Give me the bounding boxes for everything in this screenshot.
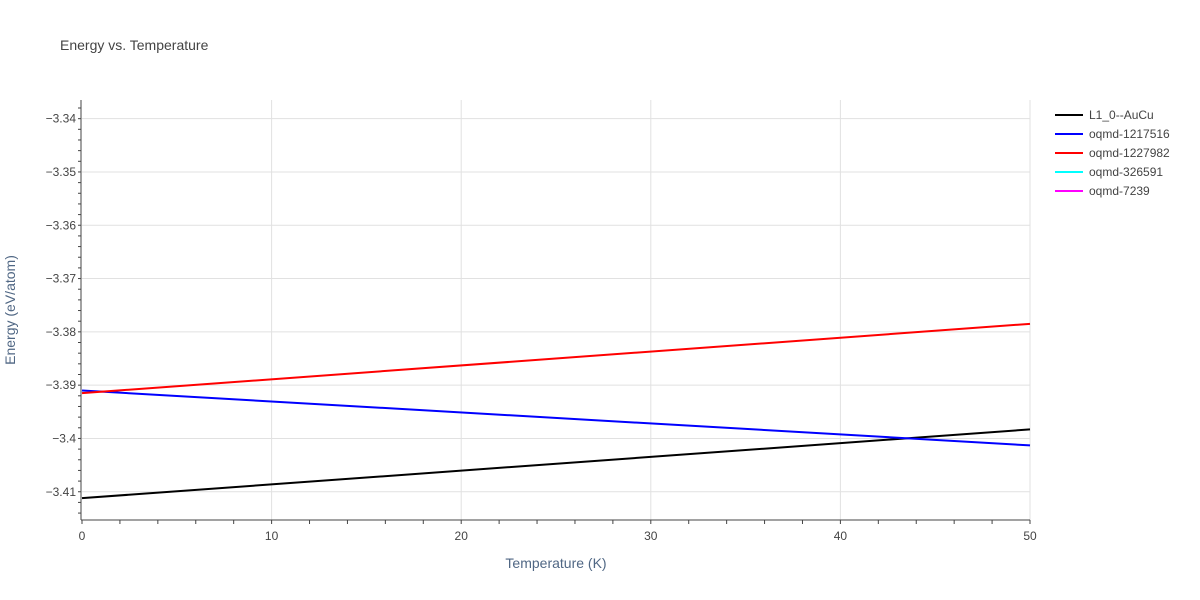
y-tick-label: −3.35 [46, 165, 77, 179]
legend[interactable]: L1_0--AuCu oqmd-1217516 oqmd-1227982 oqmd-3… [1055, 108, 1170, 198]
series-line [81, 428, 1031, 500]
legend-item[interactable]: oqmd-1217516 [1055, 127, 1170, 141]
y-tick-label: −3.41 [46, 485, 77, 499]
x-tick-label: 0 [79, 529, 86, 543]
y-tick-label: −3.38 [46, 325, 77, 339]
y-tick-label: −3.34 [46, 112, 77, 126]
x-axis-title: Temperature (K) [505, 555, 606, 571]
x-tick-label: 10 [265, 529, 279, 543]
legend-label: oqmd-326591 [1089, 165, 1163, 179]
series-line [81, 389, 1031, 447]
legend-label: oqmd-7239 [1089, 184, 1150, 198]
x-tick-label: 40 [834, 529, 848, 543]
legend-item[interactable]: oqmd-1227982 [1055, 146, 1170, 160]
legend-label: L1_0--AuCu [1089, 108, 1154, 122]
y-tick-label: −3.4 [52, 431, 76, 445]
x-tick-label: 20 [455, 529, 469, 543]
plot-series [81, 322, 1031, 500]
legend-label: oqmd-1217516 [1089, 127, 1170, 141]
y-axis-title: Energy (eV/atom) [2, 255, 18, 365]
y-tick-label: −3.37 [46, 272, 77, 286]
grid-lines [82, 100, 1031, 520]
y-tick-label: −3.36 [46, 218, 77, 232]
legend-label: oqmd-1227982 [1089, 146, 1170, 160]
legend-item[interactable]: oqmd-7239 [1055, 184, 1150, 198]
legend-item[interactable]: L1_0--AuCu [1055, 108, 1154, 122]
x-tick-label: 50 [1023, 529, 1037, 543]
series-line [81, 322, 1031, 395]
chart-title: Energy vs. Temperature [60, 37, 209, 53]
x-tick-label: 30 [644, 529, 658, 543]
legend-item[interactable]: oqmd-326591 [1055, 165, 1163, 179]
axes: 0 10 20 30 40 50 −3.34 −3.35 −3.36 −3.37 −3.38 −3.3… [46, 100, 1037, 543]
y-tick-label: −3.39 [46, 378, 77, 392]
